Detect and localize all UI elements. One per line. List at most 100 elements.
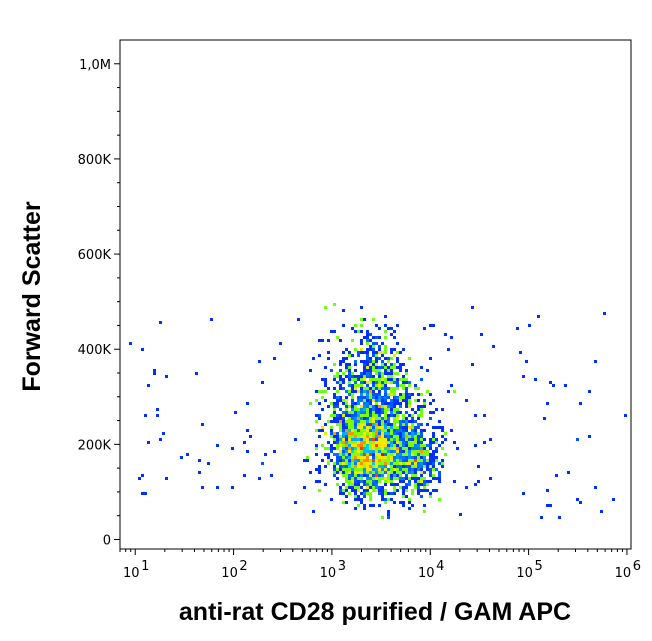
event-cell [408,381,411,384]
event-cell [588,435,591,438]
event-cell [360,348,363,351]
event-cell [420,480,423,483]
event-cell [411,456,414,459]
event-cell [399,411,402,414]
event-cell [141,348,144,351]
event-cell [201,423,204,426]
event-cell [393,405,396,408]
event-cell [417,444,420,447]
event-cell [366,432,369,435]
y-tick-label: 600K [78,248,112,263]
event-cell [336,471,339,474]
event-cell [147,441,150,444]
event-cell [378,465,381,468]
event-cell [396,324,399,327]
event-cell [384,315,387,318]
event-cell [411,429,414,432]
event-cell [375,444,378,447]
event-cell [384,363,387,366]
event-cell [333,396,336,399]
event-cell [354,381,357,384]
event-cell [345,447,348,450]
event-cell [279,342,282,345]
event-cell [393,429,396,432]
event-cell [351,489,354,492]
event-cell [372,465,375,468]
event-cell [390,369,393,372]
event-cell [393,432,396,435]
event-cell [351,435,354,438]
event-cell [417,480,420,483]
event-cell [378,372,381,375]
event-cell [381,453,384,456]
event-cell [372,504,375,507]
event-cell [363,318,366,321]
event-cell [396,378,399,381]
event-cell [294,501,297,504]
event-cell [354,378,357,381]
event-cell [414,444,417,447]
event-cell [375,477,378,480]
event-cell [357,450,360,453]
event-cell [426,423,429,426]
event-cell [318,465,321,468]
event-cell [330,414,333,417]
event-cell [345,408,348,411]
event-cell [342,456,345,459]
event-cell [339,441,342,444]
event-cell [417,417,420,420]
event-cell [342,378,345,381]
event-cell [363,429,366,432]
event-cell [384,459,387,462]
event-cell [327,405,330,408]
event-cell [426,483,429,486]
event-cell [345,414,348,417]
event-cell [369,399,372,402]
event-cell [378,471,381,474]
event-cell [339,456,342,459]
event-cell [414,471,417,474]
event-cell [336,375,339,378]
event-cell [231,447,234,450]
event-cell [384,468,387,471]
event-cell [417,441,420,444]
event-cell [384,411,387,414]
event-cell [339,369,342,372]
event-cell [357,399,360,402]
event-cell [450,429,453,432]
event-cell [372,444,375,447]
event-cell [381,375,384,378]
event-cell [342,474,345,477]
event-cell [381,381,384,384]
event-cell [345,462,348,465]
event-cell [327,387,330,390]
event-cell [351,375,354,378]
event-cell [393,468,396,471]
event-cell [360,447,363,450]
event-cell [390,429,393,432]
event-cell [441,459,444,462]
event-cell [357,480,360,483]
event-cell [384,369,387,372]
event-cell [396,462,399,465]
event-cell [411,489,414,492]
event-cell [384,378,387,381]
event-cell [330,426,333,429]
event-cell [411,471,414,474]
event-cell [360,465,363,468]
event-cell [417,486,420,489]
event-cell [357,351,360,354]
event-cell [366,477,369,480]
event-cell [429,474,432,477]
event-cell [351,441,354,444]
event-cell [402,504,405,507]
event-cell [375,336,378,339]
event-cell [324,381,327,384]
event-cell [435,438,438,441]
event-cell [321,378,324,381]
event-cell [336,372,339,375]
event-cell [339,378,342,381]
event-cell [354,459,357,462]
event-cell [384,408,387,411]
event-cell [351,426,354,429]
